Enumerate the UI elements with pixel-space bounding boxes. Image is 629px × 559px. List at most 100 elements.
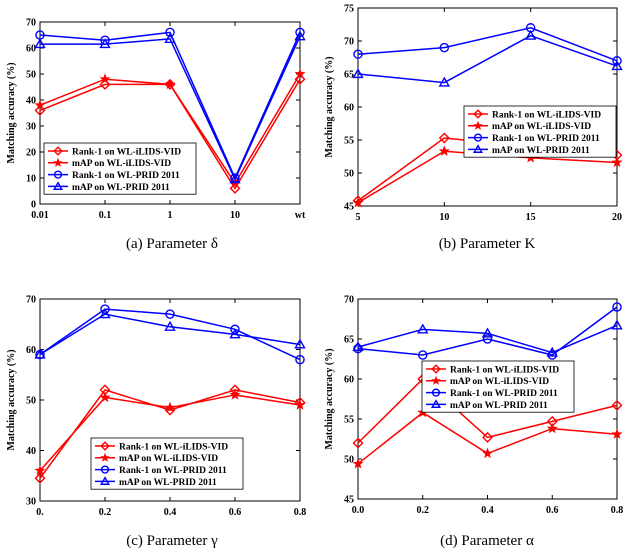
y-tick-label: 60 (26, 44, 36, 55)
y-axis-label: Matching accuracy (%) (6, 349, 17, 450)
legend: Rank-1 on WL-iLIDS-VID mAP on WL-iLIDS-VI… (421, 360, 575, 413)
data-point (438, 76, 451, 87)
chart-panel-1: 0 10 20 30 40 50 60 70 0.01 0.1 1 10 wt Matching accu… (6, 18, 306, 253)
x-tick-label: 0.8 (611, 505, 624, 516)
chart-panel-2: 45 50 55 60 65 70 75 5 10 15 20 Matching accuracy (… (324, 4, 623, 252)
data-point (546, 346, 558, 357)
data-point (612, 56, 622, 66)
x-tick-label: 15 (526, 212, 536, 223)
y-tick-label: 70 (26, 18, 36, 29)
legend-marker (473, 109, 483, 119)
data-point (417, 323, 429, 334)
data-point (352, 341, 364, 352)
series-3 (35, 304, 305, 365)
chart-caption: (a) Parameter δ (126, 236, 218, 252)
legend-label: mAP on WL-PRID 2011 (492, 146, 590, 156)
legend-label: Rank-1 on WL-PRID 2011 (119, 466, 227, 476)
data-point (230, 324, 240, 335)
series-line (357, 27, 618, 62)
series-2 (34, 389, 306, 476)
y-axis-label: Matching accuracy (%) (6, 62, 17, 163)
legend-label: Rank-1 on WL-PRID 2011 (450, 389, 558, 399)
y-tick-label: 30 (26, 122, 36, 133)
y-tick-label: 50 (344, 455, 354, 466)
series-line (357, 150, 618, 204)
chart-caption: (b) Parameter K (439, 236, 536, 252)
y-tick-label: 65 (344, 70, 354, 81)
data-point (229, 328, 241, 339)
series-4 (34, 308, 306, 359)
data-point (482, 431, 493, 443)
y-tick-label: 55 (344, 415, 354, 426)
series-line (357, 324, 618, 354)
data-point (611, 399, 623, 411)
data-point (352, 196, 364, 208)
legend-marker (431, 375, 441, 385)
data-point (353, 49, 363, 59)
data-point (164, 401, 176, 413)
data-point (295, 354, 305, 365)
data-point (294, 30, 306, 41)
y-tick-label: 60 (26, 345, 36, 356)
x-tick-label: 0.8 (294, 507, 307, 518)
y-tick-label: 50 (26, 396, 36, 407)
y-tick-label: 40 (26, 96, 36, 107)
data-point (165, 27, 175, 38)
data-point (34, 472, 46, 484)
data-point (165, 309, 175, 319)
legend-marker (473, 133, 483, 142)
legend-marker (100, 465, 110, 474)
legend-label: mAP on WL-PRID 2011 (450, 401, 548, 411)
data-point (34, 348, 46, 359)
x-tick-label: 0.1 (99, 210, 112, 221)
legend-label: mAP on WL-iLIDS-VID (492, 122, 591, 132)
legend-label: mAP on WL-iLIDS-VID (119, 454, 218, 464)
data-point (164, 78, 176, 90)
data-point (438, 145, 450, 156)
data-point (352, 457, 364, 469)
x-tick-label: 0.6 (229, 507, 242, 518)
series-line (357, 306, 618, 356)
y-tick-label: 75 (344, 4, 354, 15)
y-tick-label: 0 (31, 200, 36, 211)
data-point (546, 422, 558, 434)
data-point (524, 29, 537, 40)
legend-marker (52, 181, 64, 190)
data-point (611, 319, 623, 330)
legend-marker (100, 441, 110, 451)
legend-label: Rank-1 on WL-PRID 2011 (492, 134, 600, 144)
data-point (99, 38, 111, 49)
y-tick-label: 50 (344, 169, 354, 180)
x-tick-label: wt (295, 210, 306, 221)
y-tick-label: 20 (26, 148, 36, 159)
chart-caption: (c) Parameter γ (126, 533, 218, 549)
data-point (438, 132, 450, 144)
legend-label: Rank-1 on WL-iLIDS-VID (119, 442, 228, 452)
x-tick-label: 10 (439, 212, 449, 223)
series-4 (34, 30, 306, 184)
x-tick-label: 0.4 (481, 505, 494, 516)
data-point (611, 60, 623, 71)
chart-panel-4: 45 50 55 60 65 70 0.0 0.2 0.4 0.6 0.8 Matching accu… (324, 295, 623, 550)
data-point (482, 334, 493, 344)
legend: Rank-1 on WL-iLIDS-VID mAP on WL-iLIDS-VI… (463, 105, 617, 158)
legend-label: Rank-1 on WL-PRID 2011 (72, 171, 180, 181)
data-point (294, 338, 306, 349)
x-tick-label: 10 (230, 210, 240, 221)
x-tick-label: 0. (36, 507, 44, 518)
data-point (352, 68, 364, 79)
series-line (357, 377, 618, 444)
series-line (39, 308, 301, 361)
legend-label: mAP on WL-PRID 2011 (72, 183, 170, 193)
series-line (40, 35, 301, 182)
legend-box (421, 360, 575, 413)
legend-marker (472, 144, 484, 153)
y-axis-label: Matching accuracy (%) (324, 56, 335, 157)
data-point (439, 42, 450, 53)
data-point (34, 38, 46, 49)
x-tick-label: 20 (612, 212, 622, 223)
legend-label: Rank-1 on WL-iLIDS-VID (72, 147, 181, 157)
legend-marker (473, 120, 483, 130)
legend-box (43, 142, 197, 195)
